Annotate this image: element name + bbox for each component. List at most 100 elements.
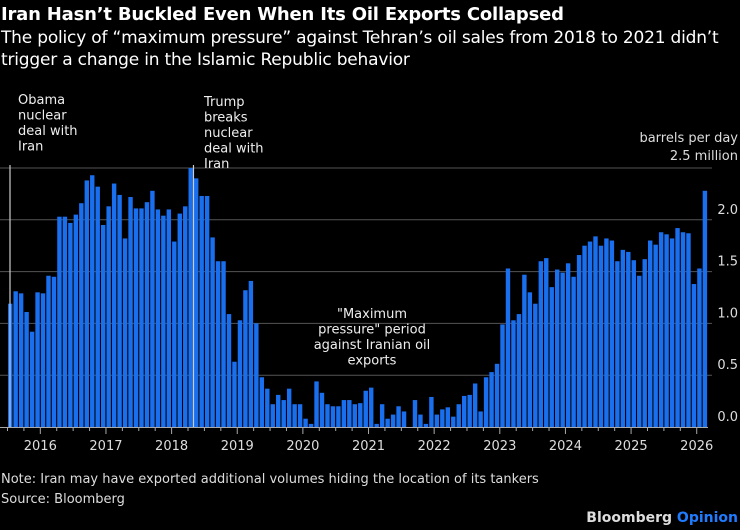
- bar: [658, 232, 664, 427]
- bar: [84, 180, 89, 427]
- bar: [166, 209, 172, 427]
- bar: [79, 203, 84, 427]
- bar: [336, 406, 341, 427]
- bar: [401, 411, 407, 427]
- bar: [358, 403, 363, 427]
- bar: [647, 240, 653, 427]
- bar: [347, 400, 352, 427]
- bar: [379, 404, 385, 427]
- bar: [144, 202, 150, 427]
- chart-subtitle: The policy of “maximum pressure” against…: [1, 28, 719, 70]
- axes: 0.0 0.5 1.0 1.5 2.0 barrels per day 2.5 millio…: [0, 131, 738, 454]
- bar: [57, 216, 62, 427]
- x-tick-label: 2022: [418, 439, 451, 454]
- annotation-text-trump: Iran: [204, 157, 229, 172]
- bar: [133, 208, 139, 427]
- bar: [117, 194, 122, 427]
- y-tick-label: 1.0: [717, 306, 738, 321]
- bar: [363, 390, 368, 427]
- bar: [106, 206, 111, 427]
- bar: [199, 195, 204, 427]
- bar: [494, 363, 500, 427]
- bar: [489, 372, 494, 427]
- bar: [418, 414, 423, 427]
- bar: [637, 275, 642, 427]
- bar: [593, 236, 598, 427]
- bar: [467, 394, 472, 427]
- bar: [46, 275, 51, 427]
- bar: [270, 404, 275, 427]
- annotation-text-maximum-pressure: pressure" period: [318, 323, 426, 338]
- bar: [582, 245, 587, 427]
- bar: [177, 213, 182, 427]
- bar: [675, 228, 680, 427]
- bar: [122, 238, 128, 427]
- bar: [500, 324, 505, 427]
- bar: [237, 320, 243, 427]
- bar: [604, 238, 609, 427]
- annotation-text-obama: nuclear: [18, 109, 67, 124]
- bar: [598, 245, 604, 427]
- x-tick-label: 2019: [221, 439, 254, 454]
- bar: [440, 409, 445, 427]
- bar: [111, 183, 117, 427]
- bar: [615, 261, 620, 427]
- chart-source: Source: Bloomberg: [1, 492, 125, 507]
- bar: [369, 387, 374, 427]
- bar: [161, 215, 166, 427]
- bar: [303, 418, 308, 427]
- y-tick-label: 1.5: [717, 255, 738, 270]
- x-tick-label: 2018: [155, 439, 188, 454]
- bar: [505, 268, 511, 427]
- bar: [248, 280, 254, 427]
- bar: [527, 292, 533, 427]
- bar: [385, 418, 390, 427]
- bar: [35, 292, 40, 427]
- annotation-text-trump: breaks: [204, 111, 248, 126]
- bar: [18, 293, 24, 427]
- annotation-text-trump: nuclear: [204, 126, 253, 141]
- bar: [221, 261, 226, 427]
- bar: [565, 263, 571, 427]
- brand-suffix: Opinion: [676, 510, 738, 526]
- bar: [544, 258, 549, 427]
- x-tick-label: 2026: [680, 439, 713, 454]
- bar: [669, 238, 675, 427]
- bar: [139, 208, 144, 427]
- bar: [533, 303, 538, 427]
- bar: [259, 377, 265, 427]
- bar: [62, 216, 68, 427]
- annotation-text-trump: deal with: [204, 142, 264, 157]
- bar: [374, 423, 379, 427]
- bar: [308, 423, 314, 427]
- bar: [297, 404, 303, 427]
- bar: [73, 214, 79, 427]
- bar: [538, 261, 543, 427]
- bar: [172, 241, 177, 427]
- bar: [210, 237, 215, 427]
- bar: [254, 323, 259, 427]
- bar: [232, 361, 237, 427]
- bar: [642, 259, 647, 427]
- bar: [412, 400, 418, 427]
- brand-name: Bloomberg: [586, 510, 673, 526]
- chart-title: Iran Hasn’t Buckled Even When Its Oil Ex…: [1, 4, 564, 25]
- x-tick-label: 2016: [24, 439, 57, 454]
- bar: [560, 272, 565, 427]
- bar: [265, 388, 270, 427]
- bar: [429, 396, 434, 427]
- bar: [90, 175, 95, 427]
- bar: [314, 381, 319, 427]
- bar: [697, 268, 702, 427]
- bar: [686, 233, 691, 427]
- bar: [204, 195, 210, 427]
- bar: [631, 260, 636, 427]
- bar: [13, 291, 18, 427]
- bar: [29, 331, 35, 427]
- brand-logo: Bloomberg Opinion: [586, 510, 738, 526]
- bar: [390, 414, 396, 427]
- annotation-text-obama: deal with: [18, 124, 78, 139]
- bar: [193, 178, 199, 427]
- bar: [664, 234, 669, 427]
